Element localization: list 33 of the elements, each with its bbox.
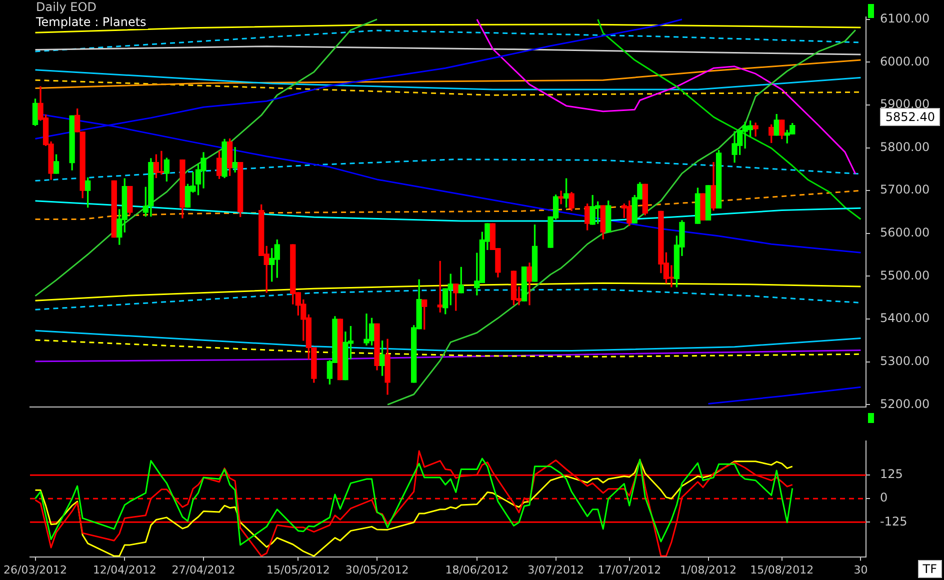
x-tick-label: 12/04/2012: [92, 563, 156, 576]
line-series: [34, 339, 862, 358]
y-tick-label: 5300.00: [880, 354, 930, 368]
line-series: [34, 190, 862, 220]
y-tick-label: 6100.00: [880, 11, 930, 26]
y-tick-label: 125: [880, 467, 903, 482]
x-tick-label: 17/07/2012: [598, 563, 662, 576]
x-tick-label: 30/05/2012: [345, 563, 409, 576]
y-tick-label: 5600.00: [880, 226, 930, 240]
x-tick-label: 27/04/2012: [172, 563, 236, 576]
x-tick-label: 15/05/2012: [266, 563, 330, 576]
x-tick-label: 18/06/2012: [445, 563, 509, 576]
y-tick-label: 5200.00: [880, 396, 930, 411]
y-tick-label: 5400.00: [880, 311, 930, 326]
y-tick-label: 5800.00: [880, 140, 930, 154]
y-tick-label: 5700.00: [880, 182, 930, 197]
line-series: [34, 158, 862, 182]
x-tick-label: 3/07/2012: [528, 563, 584, 576]
line-series: [34, 288, 862, 310]
x-tick-label: 30: [854, 563, 868, 576]
text: TF: [918, 560, 942, 578]
y-tick-label: 0: [880, 490, 888, 505]
candlestick: [232, 147, 238, 173]
line-series: [34, 30, 862, 52]
x-tick-label: 1/08/2012: [680, 563, 736, 576]
text: 5852.40: [880, 108, 940, 126]
y-tick-label: 5500.00: [880, 268, 930, 282]
x-tick-label: 15/08/2012: [750, 563, 814, 576]
chart-subtitle: Daily EOD: [34, 0, 98, 14]
y-tick-label: 6000.00: [880, 54, 930, 68]
x-tick-label: 26/03/2012: [4, 563, 67, 576]
chart-title: Template : Planets: [34, 15, 148, 29]
y-tick-label: -125: [880, 514, 908, 528]
